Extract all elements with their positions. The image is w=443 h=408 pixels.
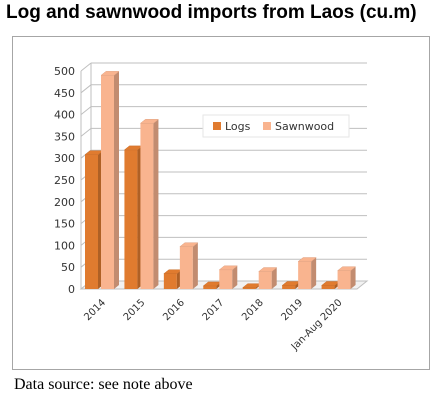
- bar-logs-2018: [242, 287, 256, 289]
- y-tick-label: 200: [54, 196, 75, 209]
- bar-top: [297, 257, 317, 262]
- x-tick-label: 2014: [82, 297, 108, 323]
- grid-line-side: [80, 62, 92, 72]
- bar-side: [192, 242, 198, 289]
- bar-sawnwood-2019: [298, 261, 312, 289]
- bar-top: [336, 266, 357, 271]
- bar-top: [100, 71, 120, 76]
- bar-logs-2017: [203, 285, 217, 289]
- y-tick-label: 300: [54, 152, 75, 165]
- y-tick-label: 150: [54, 218, 75, 231]
- y-tick-label: 400: [54, 109, 75, 122]
- bar-sawnwood-2017: [219, 269, 233, 289]
- legend-box: [202, 114, 350, 138]
- y-tick-label: 250: [54, 174, 75, 187]
- y-tick-label: 450: [54, 87, 75, 100]
- data-source-note: Data source: see note above: [14, 376, 193, 393]
- bar-sawnwood-2015: [140, 123, 154, 289]
- x-tick-label: 2019: [279, 297, 305, 323]
- y-tick-label: 100: [54, 239, 75, 252]
- bar-sawnwood-jan-aug-2020: [337, 270, 351, 289]
- bar-side: [271, 267, 277, 289]
- bar-side: [311, 257, 317, 289]
- legend-label: Logs: [225, 120, 251, 133]
- y-tick-label: 350: [54, 130, 75, 143]
- legend-label: Sawnwood: [275, 120, 334, 133]
- y-tick-label: 0: [68, 283, 75, 296]
- bar-side: [114, 71, 119, 289]
- bar-sawnwood-2016: [179, 246, 193, 289]
- y-tick-label: 50: [61, 261, 75, 274]
- bar-side: [153, 119, 159, 289]
- bar-logs-2016: [163, 273, 177, 289]
- chart-area: 0 50 100 150 200 250 300 350 400 450 500 2014 2015 20…: [12, 36, 430, 370]
- y-tick-label: 500: [54, 65, 75, 78]
- bar-side: [350, 266, 356, 289]
- bar-sawnwood-2018: [258, 271, 272, 289]
- legend-swatch: [213, 122, 221, 130]
- x-tick-label: 2016: [161, 297, 187, 323]
- grid-line-side: [80, 128, 92, 137]
- bar-logs-2019: [282, 285, 296, 289]
- grid-line-side: [80, 106, 92, 115]
- bar-top: [179, 242, 199, 247]
- chart-title: Log and sawnwood imports from Laos (cu.m…: [6, 2, 417, 23]
- bar-side: [232, 265, 238, 289]
- grid-line-side: [80, 84, 92, 94]
- bar-top: [139, 119, 160, 124]
- x-tick-label: 2018: [240, 297, 266, 323]
- bar-top: [218, 265, 238, 271]
- bar-logs-2014: [85, 154, 98, 289]
- bar-sawnwood-2014: [101, 75, 114, 289]
- legend-swatch: [263, 122, 271, 130]
- x-tick-label: 2015: [122, 297, 148, 323]
- bar-logs-jan-aug-2020: [321, 285, 335, 289]
- bar-chart: 0 50 100 150 200 250 300 350 400 450 500 2014 2015 20…: [54, 62, 369, 353]
- bar-top: [258, 267, 278, 272]
- x-tick-label: 2017: [201, 297, 227, 323]
- bar-logs-2015: [124, 149, 138, 289]
